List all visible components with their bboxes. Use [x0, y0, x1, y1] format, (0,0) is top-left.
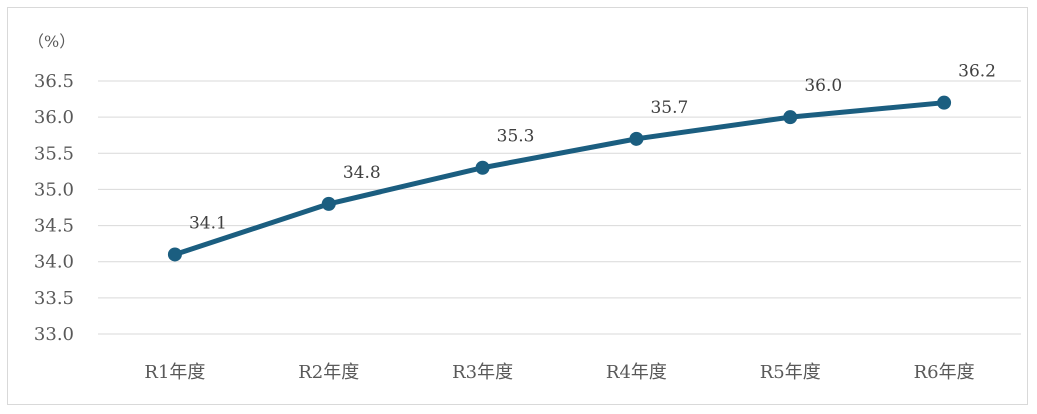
y-tick-label: 36.0 [34, 107, 74, 128]
data-point [322, 197, 336, 211]
data-label: 35.3 [497, 127, 535, 147]
series-line [175, 103, 944, 255]
data-label: 36.0 [804, 76, 842, 96]
series-group [168, 96, 951, 262]
x-tick-label: R3年度 [452, 362, 513, 383]
y-tick-label: 35.0 [34, 179, 74, 200]
y-tick-label: 36.5 [34, 71, 74, 92]
y-axis-unit-label: （%） [28, 32, 75, 51]
x-tick-label: R4年度 [606, 362, 667, 383]
data-point [476, 161, 490, 175]
y-tick-label: 34.0 [34, 252, 74, 273]
data-label: 34.1 [189, 213, 227, 233]
x-tick-label: R5年度 [760, 362, 821, 383]
x-tick-label: R1年度 [144, 362, 205, 383]
data-point [937, 96, 951, 110]
x-tick-label: R6年度 [914, 362, 975, 383]
x-axis-tick-labels: R1年度 R2年度 R3年度 R4年度 R5年度 R6年度 [144, 362, 974, 383]
data-point [783, 110, 797, 124]
data-point [168, 247, 182, 261]
gridlines [98, 81, 1021, 334]
y-tick-label: 35.5 [34, 143, 74, 164]
y-axis-tick-labels: 33.0 33.5 34.0 34.5 35.0 35.5 36.0 36.5 [34, 71, 74, 345]
data-label: 36.2 [958, 62, 996, 82]
data-label: 34.8 [343, 163, 381, 183]
y-tick-label: 33.5 [34, 288, 74, 309]
data-point [629, 132, 643, 146]
x-tick-label: R2年度 [298, 362, 359, 383]
y-tick-label: 33.0 [34, 324, 74, 345]
y-tick-label: 34.5 [34, 216, 74, 237]
data-label: 35.7 [650, 98, 688, 118]
